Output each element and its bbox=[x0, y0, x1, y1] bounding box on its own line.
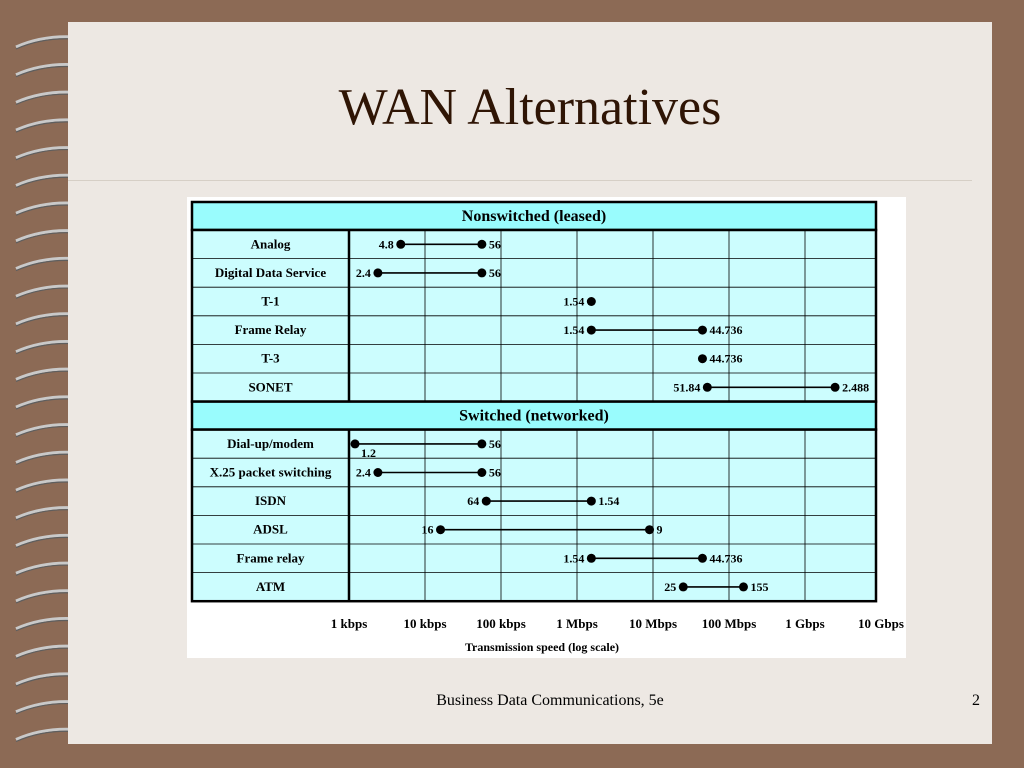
speed-start-marker bbox=[396, 239, 406, 249]
speed-row: T-3 44.736 bbox=[261, 351, 742, 366]
row-label: X.25 packet switching bbox=[210, 465, 332, 480]
row-label: Frame relay bbox=[237, 550, 305, 565]
speed-start-marker bbox=[373, 268, 383, 278]
speed-row: Frame Relay 44.736 1.54 bbox=[235, 322, 743, 337]
speed-start-marker bbox=[678, 582, 688, 592]
axis-tick-label: 10 Mbps bbox=[629, 616, 677, 631]
slide-title: WAN Alternatives bbox=[338, 79, 722, 136]
axis-tick-label: 10 Gbps bbox=[858, 616, 904, 631]
axis-tick-label: 1 Gbps bbox=[785, 616, 824, 631]
speed-start-marker bbox=[586, 325, 596, 335]
row-label: ATM bbox=[256, 579, 285, 594]
row-label: SONET bbox=[248, 379, 292, 394]
speed-start-label: 2.4 bbox=[356, 466, 371, 480]
speed-start-marker bbox=[373, 468, 383, 477]
row-label: T-1 bbox=[261, 294, 279, 309]
speed-row: Frame relay 44.736 1.54 bbox=[237, 550, 743, 565]
section-header bbox=[190, 400, 878, 431]
speed-start-label: 1.2 bbox=[361, 446, 376, 460]
row-label: Digital Data Service bbox=[215, 265, 326, 280]
axis-title: Transmission speed (log scale) bbox=[465, 640, 619, 654]
diagram-section: Switched (networked) bbox=[190, 400, 878, 603]
row-label: Analog bbox=[251, 236, 291, 251]
speed-row: ISDN 1.54 64 bbox=[255, 493, 619, 508]
row-label: Frame Relay bbox=[235, 322, 307, 337]
speed-row: Dial-up/modem 56 1.2 bbox=[227, 436, 501, 460]
speed-end-label: 9 bbox=[657, 523, 663, 537]
speed-start-marker bbox=[481, 496, 491, 506]
speed-start-label: 25 bbox=[664, 580, 676, 594]
axis-tick-label: 100 Mbps bbox=[702, 616, 757, 631]
speed-end-label: 56 bbox=[489, 237, 501, 251]
speed-start-marker bbox=[350, 439, 360, 449]
speed-start-marker bbox=[586, 553, 596, 563]
speed-row: SONET 2.488 51.84 bbox=[248, 379, 869, 394]
speed-start-marker bbox=[697, 354, 707, 364]
row-label: ISDN bbox=[255, 493, 287, 508]
speed-start-label: 1.54 bbox=[563, 323, 584, 337]
section-title: Switched (networked) bbox=[459, 408, 609, 425]
speed-end-label: 56 bbox=[489, 437, 501, 451]
speed-end-marker bbox=[586, 496, 596, 506]
speed-start-label: 1.54 bbox=[563, 295, 584, 309]
speed-end-label: 155 bbox=[750, 580, 768, 594]
speed-axis: 1 kbps 10 kbps 100 kbps 1 Mbps 10 Mbps 100 Mb… bbox=[331, 616, 904, 654]
section-title: Nonswitched (leased) bbox=[462, 208, 606, 225]
speed-end-marker bbox=[645, 525, 655, 535]
speed-end-label: 44.736 bbox=[709, 323, 742, 337]
speed-end-label: 56 bbox=[489, 466, 501, 480]
page-number: 2 bbox=[972, 692, 980, 709]
speed-end-marker bbox=[477, 268, 487, 278]
speed-start-label: 2.4 bbox=[356, 266, 371, 280]
speed-end-label: 2.488 bbox=[842, 380, 869, 394]
speed-end-marker bbox=[477, 439, 487, 449]
speed-end-label: 44.736 bbox=[709, 551, 742, 565]
speed-end-label: 56 bbox=[489, 266, 501, 280]
speed-end-marker bbox=[697, 325, 707, 335]
speed-start-label: 4.8 bbox=[379, 237, 394, 251]
axis-tick-label: 10 kbps bbox=[404, 616, 447, 631]
speed-start-label: 1.54 bbox=[563, 551, 584, 565]
speed-row: ADSL 9 16 bbox=[253, 522, 662, 537]
axis-tick-label: 1 Mbps bbox=[556, 616, 598, 631]
speed-start-marker bbox=[586, 297, 596, 306]
speed-row: X.25 packet switching 56 2.4 bbox=[210, 465, 501, 480]
speed-end-marker bbox=[477, 239, 487, 249]
title-divider bbox=[68, 180, 972, 181]
speed-start-label: 51.84 bbox=[673, 380, 700, 394]
speed-start-label: 44.736 bbox=[709, 352, 742, 366]
speed-row: T-1 1.54 bbox=[261, 294, 596, 309]
row-label: Dial-up/modem bbox=[227, 436, 314, 451]
speed-start-label: 64 bbox=[467, 494, 479, 508]
speed-row: Digital Data Service 56 2.4 bbox=[215, 265, 501, 280]
axis-tick-label: 1 kbps bbox=[331, 616, 368, 631]
row-label: ADSL bbox=[253, 522, 288, 537]
speed-end-label: 1.54 bbox=[598, 494, 619, 508]
speed-start-marker bbox=[436, 525, 446, 535]
footer-text: Business Data Communications, 5e bbox=[436, 692, 664, 709]
wan-speed-diagram: Nonswitched (leased) Analog 56 4.8 Digital D… bbox=[187, 197, 906, 658]
speed-end-marker bbox=[477, 468, 487, 477]
speed-start-label: 16 bbox=[422, 523, 434, 537]
axis-tick-label: 100 kbps bbox=[476, 616, 526, 631]
diagram-section: Nonswitched (leased) bbox=[190, 200, 878, 403]
speed-start-marker bbox=[702, 382, 712, 392]
speed-row: ATM 155 25 bbox=[256, 579, 769, 594]
speed-end-marker bbox=[697, 553, 707, 563]
speed-end-marker bbox=[830, 382, 840, 392]
speed-row: Analog 56 4.8 bbox=[251, 236, 501, 251]
row-label: T-3 bbox=[261, 351, 280, 366]
section-border bbox=[190, 428, 878, 603]
speed-end-marker bbox=[738, 582, 748, 592]
